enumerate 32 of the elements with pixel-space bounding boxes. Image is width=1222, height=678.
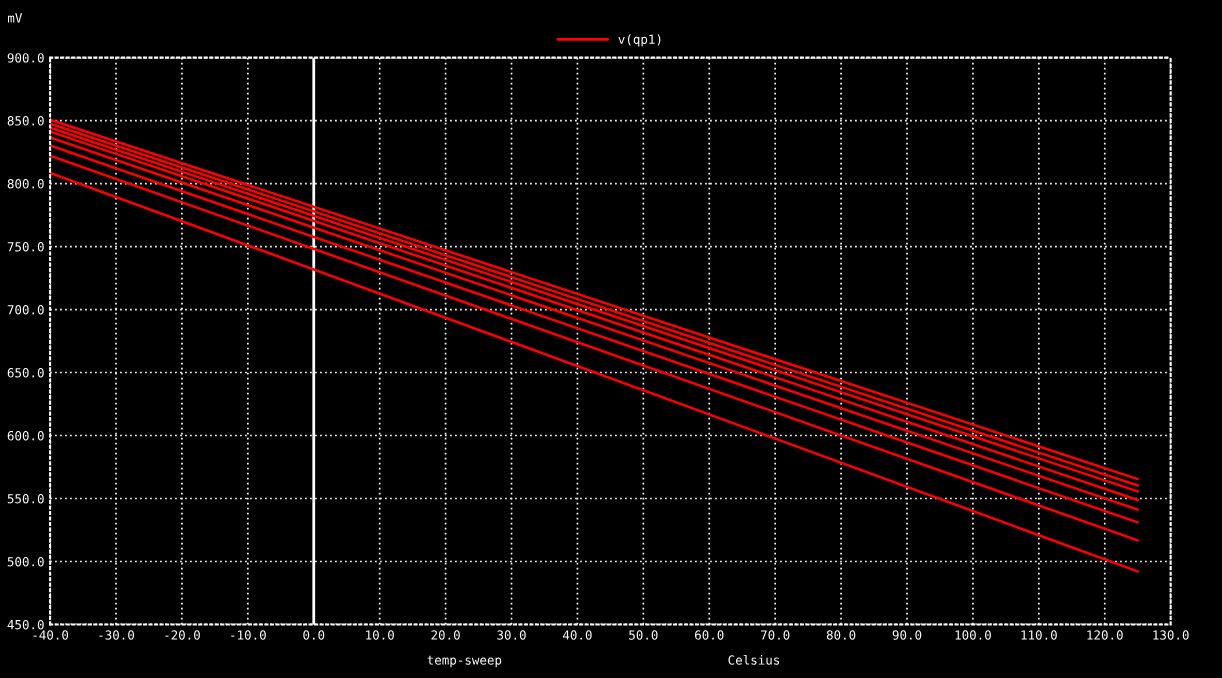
- x-tick-label: 20.0: [431, 630, 460, 640]
- x-tick-label: -20.0: [165, 630, 200, 640]
- x-tick-label: 130.0: [1153, 630, 1189, 640]
- x-tick-label: 110.0: [1021, 630, 1057, 640]
- x-tick-label: 70.0: [760, 630, 790, 640]
- y-tick-label: 500.0: [7, 556, 44, 567]
- x-tick-label: 50.0: [629, 630, 658, 640]
- x-tick-label: 90.0: [892, 630, 922, 640]
- x-tick-label: 0.0: [303, 630, 325, 640]
- legend-label: v(qp1): [618, 34, 661, 47]
- y-tick-label: 550.0: [7, 493, 44, 504]
- y-tick-label: 450.0: [7, 619, 44, 630]
- x-tick-label: -10.0: [231, 630, 266, 640]
- y-tick-label: 650.0: [7, 368, 44, 378]
- y-tick-label: 750.0: [7, 242, 44, 252]
- y-tick-label: 600.0: [7, 431, 44, 441]
- x-tick-label: -40.0: [33, 630, 69, 640]
- x-tick-label: 120.0: [1087, 630, 1123, 640]
- x-tick-label: 10.0: [366, 630, 394, 640]
- x-tick-label: 40.0: [563, 630, 592, 640]
- y-tick-label: 850.0: [7, 116, 44, 126]
- x-axis-title: Celsius: [728, 654, 780, 665]
- x-tick-label: 60.0: [695, 630, 724, 640]
- x-tick-label: -30.0: [99, 630, 135, 640]
- x-tick-label: 80.0: [826, 630, 856, 640]
- y-tick-label: 800.0: [7, 179, 44, 189]
- text: temp-sweep: [427, 655, 502, 668]
- y-tick-label: 900.0: [7, 53, 44, 63]
- x-tick-label: 100.0: [955, 630, 991, 640]
- y-tick-label: 700.0: [7, 305, 44, 315]
- y-axis-title: mV: [8, 13, 23, 23]
- x-tick-label: 30.0: [497, 630, 526, 640]
